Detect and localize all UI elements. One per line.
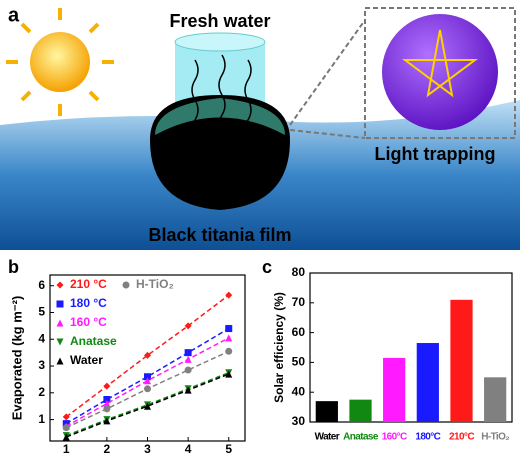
x-tick-label: Water (315, 432, 340, 443)
marker (184, 366, 192, 374)
marker (103, 400, 111, 408)
sun-rays (6, 8, 114, 116)
legend-label: 210 °C (70, 277, 107, 291)
y-tick-label: 40 (292, 384, 306, 398)
legend-label: H-TiO₂ (136, 277, 174, 291)
marker (184, 386, 192, 394)
marker (144, 385, 151, 393)
fit-line (65, 373, 230, 438)
black-dome (150, 95, 290, 210)
marker (225, 291, 233, 299)
dome-top (155, 98, 285, 135)
fit-line (65, 372, 230, 437)
marker (225, 370, 233, 378)
legend-marker (122, 281, 130, 289)
y-tick-label: 2 (38, 385, 45, 399)
y-tick-label: 50 (292, 355, 306, 369)
marker (103, 396, 111, 403)
bar (450, 299, 473, 422)
bar (315, 401, 338, 422)
caption: Fresh water (169, 11, 270, 31)
marker (103, 417, 111, 425)
x-tick-label: 180°C (415, 432, 440, 443)
x-tick-label: Anatase (343, 432, 379, 443)
legend-marker (56, 281, 64, 289)
plot-frame (309, 272, 513, 423)
marker (184, 322, 192, 330)
marker (144, 373, 151, 381)
y-tick-label: 70 (292, 295, 306, 309)
y-tick-label: 30 (292, 414, 306, 428)
x-tick-label: 5 (225, 442, 232, 455)
y-tick-label: 1 (38, 412, 45, 426)
x-tick-label: 1 (63, 442, 70, 455)
fit-line (65, 337, 230, 427)
x-tick-label: 3 (144, 442, 151, 455)
x-tick-label: 2 (104, 442, 111, 455)
x-tick-label: H-TiO₂ (481, 432, 509, 443)
illustration: a Fresh water Light trapping Black titan… (0, 4, 520, 250)
zoom-line (289, 19, 366, 126)
marker (144, 402, 151, 410)
cylinder-top (174, 32, 266, 52)
bar (484, 377, 507, 422)
x-tick-label: 160°C (382, 432, 407, 443)
y-tick-label: 6 (38, 278, 45, 292)
x-tick-label: 210°C (449, 432, 474, 443)
marker (225, 325, 233, 333)
marker (184, 349, 192, 357)
fit-line (65, 327, 230, 425)
x-tick-label: 4 (185, 442, 192, 455)
sphere (382, 14, 498, 130)
marker (62, 424, 70, 432)
caption: Light trapping (375, 144, 496, 164)
legend-label: 160 °C (70, 315, 107, 329)
legend-label: 180 °C (70, 296, 107, 310)
bar (349, 399, 372, 422)
marker (103, 405, 111, 413)
panel-label: c (262, 257, 272, 277)
y-tick-label: 3 (38, 358, 45, 372)
caption: Black titania film (148, 225, 291, 245)
legend-label: Anatase (70, 334, 117, 348)
marker (225, 334, 233, 342)
bar (416, 343, 439, 422)
panel-label: b (8, 257, 19, 277)
panel-label: a (8, 4, 20, 26)
y-tick-label: 60 (292, 325, 306, 339)
legend-marker (56, 357, 64, 365)
bar (383, 357, 406, 422)
marker (184, 355, 192, 363)
marker (62, 433, 70, 441)
y-axis-title: Evaporated (kg m⁻²) (9, 296, 24, 421)
light-path (401, 29, 479, 98)
marker (144, 377, 151, 385)
legend-label: Water (70, 353, 103, 367)
marker (144, 351, 151, 359)
y-tick-label: 4 (38, 331, 45, 345)
y-axis-title: Solar efficiency (%) (272, 292, 286, 403)
legend-marker (56, 319, 64, 327)
marker (103, 382, 111, 390)
zoom-box (364, 7, 516, 139)
vapor-lines (191, 54, 252, 141)
legend-marker (56, 338, 64, 346)
zoom-line (289, 129, 366, 139)
y-tick-label: 80 (292, 265, 306, 279)
fit-line (65, 294, 230, 418)
sun (30, 32, 90, 92)
y-tick-label: 5 (38, 305, 45, 319)
marker (62, 413, 70, 421)
marker (225, 347, 233, 355)
legend-marker (56, 300, 64, 308)
